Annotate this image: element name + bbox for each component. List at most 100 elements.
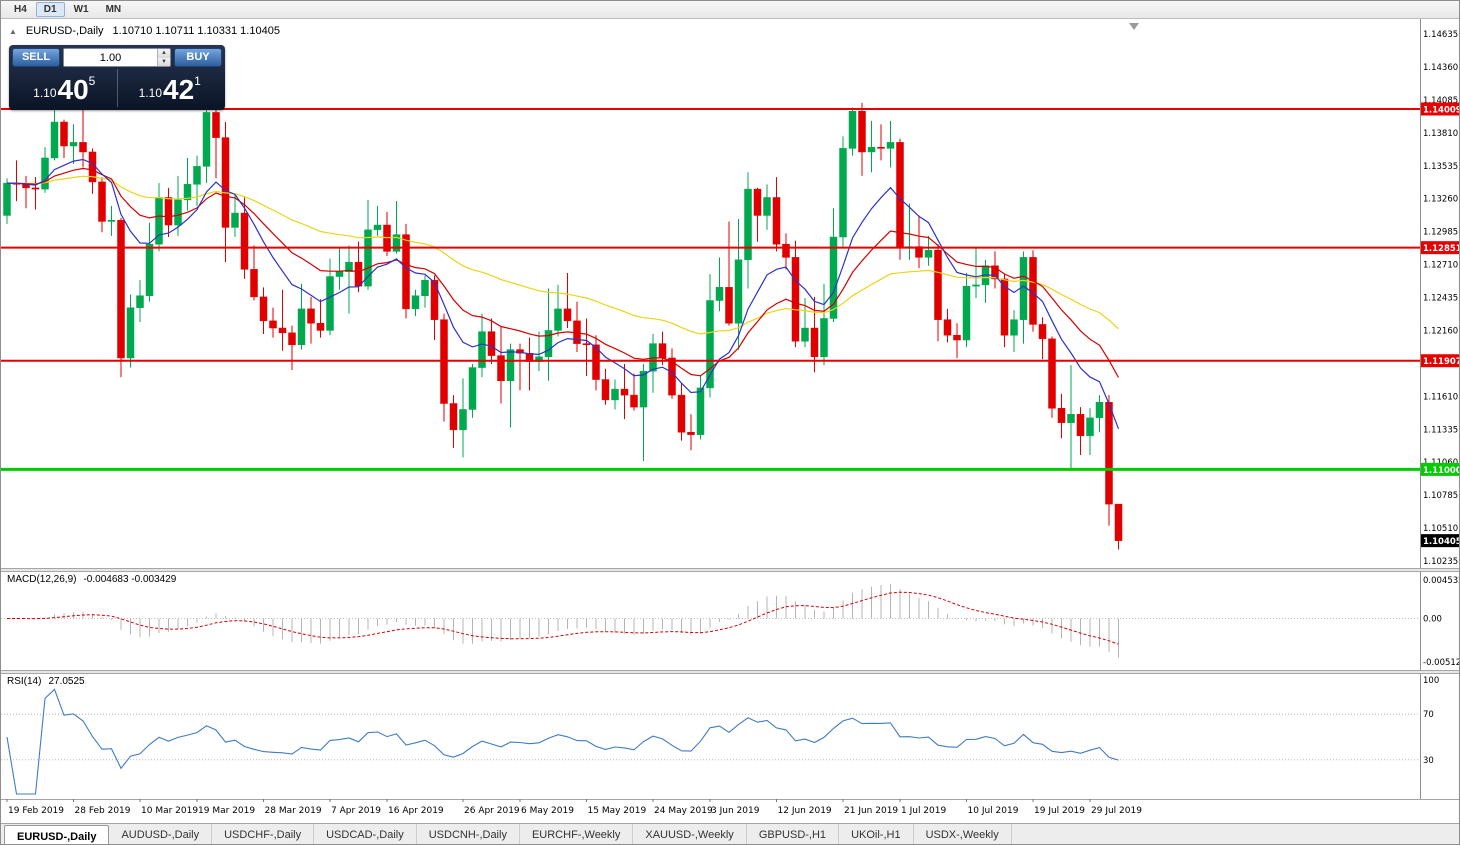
chart-tab[interactable]: USDCAD-,Daily — [314, 824, 417, 844]
candle-bear — [943, 319, 952, 336]
macd-values: -0.004683 -0.003429 — [83, 574, 177, 585]
level-price-tag — [1421, 354, 1459, 368]
price-axis-label: 1.13810 — [1423, 129, 1458, 139]
sell-price-display[interactable]: 1.10 40 5 — [12, 69, 118, 107]
price-axis-label: 1.14635 — [1423, 30, 1458, 40]
time-axis-label: 26 Apr 2019 — [464, 806, 520, 816]
candle-bear — [810, 327, 819, 358]
chart-tab[interactable]: AUDUSD-,Daily — [109, 824, 213, 844]
price-axis-label: 1.12160 — [1423, 326, 1458, 336]
timeframe-button-mn[interactable]: MN — [105, 4, 122, 15]
candle-bear — [240, 212, 249, 270]
chart-tab[interactable]: USDX-,Weekly — [914, 824, 1012, 844]
macd-axis-label: 0.004532 — [1423, 576, 1460, 586]
rsi-axis[interactable] — [1421, 674, 1460, 799]
candle-bull — [715, 287, 724, 301]
chart-shift-marker-icon[interactable] — [1129, 23, 1139, 30]
pane-splitter[interactable] — [1, 568, 1459, 572]
candle-bear — [117, 219, 125, 359]
time-axis-label: 10 Mar 2019 — [141, 806, 198, 816]
candle-bull — [421, 279, 429, 296]
candle-bear — [791, 257, 800, 342]
candle-bear — [1000, 278, 1009, 336]
candle-bull — [41, 157, 49, 190]
timeframe-button-w1[interactable]: W1 — [73, 4, 89, 15]
candle-bear — [31, 187, 40, 190]
candle-bear — [601, 379, 610, 401]
timeframe-button-h4[interactable]: H4 — [14, 4, 27, 15]
candle-bull — [554, 308, 562, 331]
buy-price-display[interactable]: 1.10 42 1 — [118, 69, 223, 107]
candle-bull — [126, 307, 135, 359]
chart-tab[interactable]: UKOil-,H1 — [839, 824, 914, 844]
candle-bull — [744, 188, 752, 261]
volume-box: ▲ ▼ — [63, 48, 171, 67]
candle-bear — [877, 146, 885, 149]
ma-20-line — [6, 167, 1120, 378]
candle-bull — [544, 330, 553, 358]
level-price-tag-label: 1.12851 — [1423, 244, 1460, 254]
sell-price-prefix: 1.10 — [33, 86, 57, 100]
volume-input[interactable] — [64, 49, 157, 66]
time-axis-label: 28 Feb 2019 — [75, 806, 131, 816]
candle-bull — [706, 300, 714, 389]
chart-tab[interactable]: EURUSD-,Daily — [4, 825, 110, 844]
rsi-pane[interactable]: 100 70 30 — [1, 674, 1460, 799]
price-chart[interactable]: 1.14635 1.14360 1.14085 1.13810 1.13535 1.132… — [1, 19, 1460, 568]
one-click-toggle-icon[interactable]: ▲ — [9, 26, 17, 36]
candle-bull — [734, 259, 743, 324]
candle-bear — [953, 334, 961, 341]
candle-bear — [1105, 402, 1113, 505]
rsi-line — [6, 688, 1119, 795]
candle-bear — [449, 403, 458, 431]
sell-price-big: 40 — [57, 74, 89, 105]
timeframe-button-d1[interactable]: D1 — [35, 2, 65, 17]
rsi-axis-label: 70 — [1423, 710, 1434, 720]
candle-bear — [772, 197, 781, 245]
volume-up-button[interactable]: ▲ — [158, 49, 170, 58]
candle-bear — [307, 308, 315, 324]
candle-bear — [516, 349, 524, 354]
candle-bull — [107, 219, 116, 222]
candle-bull — [326, 276, 334, 331]
time-axis-label: 10 Jul 2019 — [968, 806, 1019, 816]
macd-axis[interactable] — [1421, 572, 1460, 670]
candle-bear — [858, 111, 866, 153]
level-price-tag — [1421, 102, 1459, 116]
volume-down-button[interactable]: ▼ — [158, 57, 170, 66]
time-axis-label: 1 Jul 2019 — [901, 806, 946, 816]
time-axis-label: 19 Jul 2019 — [1034, 806, 1085, 816]
price-axis-label: 1.10510 — [1423, 524, 1458, 534]
time-axis-label: 16 Apr 2019 — [388, 806, 444, 816]
time-axis-label: 21 Jun 2019 — [844, 806, 898, 816]
candle-bull — [231, 212, 239, 228]
chart-tab[interactable]: XAUUSD-,Weekly — [633, 824, 747, 844]
candle-bear — [487, 331, 496, 356]
macd-pane[interactable]: 0.004532 0.00 -0.005122 — [1, 572, 1460, 670]
buy-button[interactable]: BUY — [174, 48, 222, 67]
chart-tab[interactable]: USDCNH-,Daily — [417, 824, 520, 844]
candle-bear — [354, 261, 363, 287]
candle-bull — [639, 370, 648, 408]
chart-tab[interactable]: EURCHF-,Weekly — [520, 824, 634, 844]
time-axis-label: 28 Mar 2019 — [265, 806, 322, 816]
pane-splitter[interactable] — [1, 670, 1459, 674]
candle-bull — [763, 197, 771, 216]
candle-bull — [478, 331, 486, 368]
ma-10-line — [6, 158, 1120, 430]
time-axis[interactable]: 19 Feb 2019 28 Feb 2019 10 Mar 2019 19 Mar … — [1, 799, 1460, 823]
one-click-trading-panel: SELL ▲ ▼ BUY 1.10 40 5 1.10 42 1 — [9, 45, 225, 110]
candle-bull — [145, 243, 154, 296]
level-price-tag — [1421, 462, 1459, 476]
candle-bull — [801, 327, 809, 342]
candle-bull — [411, 295, 420, 310]
rsi-name: RSI(14) — [7, 676, 42, 687]
candle-bull — [506, 349, 515, 381]
chart-tab[interactable]: USDCHF-,Daily — [212, 824, 315, 844]
candle-bear — [677, 394, 686, 433]
rsi-axis-label: 100 — [1423, 676, 1439, 686]
candle-bull — [193, 166, 201, 185]
sell-button[interactable]: SELL — [12, 48, 60, 67]
candle-bull — [136, 295, 144, 308]
chart-tab[interactable]: GBPUSD-,H1 — [747, 824, 840, 844]
